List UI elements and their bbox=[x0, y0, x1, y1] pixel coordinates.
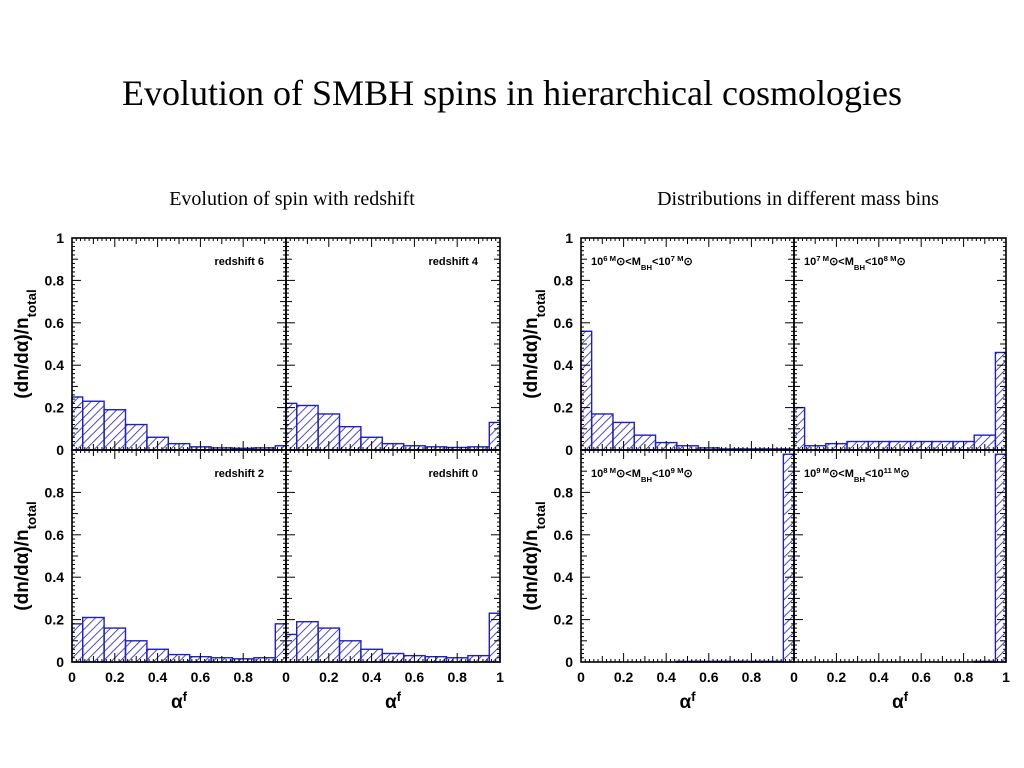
panel-ticks bbox=[793, 449, 1007, 663]
x-tick-label: 0.2 bbox=[614, 669, 634, 685]
x-axis-label: αf bbox=[679, 689, 696, 714]
x-tick-label: 0.2 bbox=[827, 669, 847, 685]
histogram-bar bbox=[81, 400, 105, 451]
y-tick-label: 0.4 bbox=[554, 357, 574, 373]
y-tick-label: 0.8 bbox=[45, 272, 65, 288]
y-tick-label: 0.2 bbox=[554, 400, 574, 416]
panel-frame bbox=[285, 449, 501, 663]
x-tick-label: 1 bbox=[1002, 669, 1010, 685]
histogram-bar bbox=[488, 612, 501, 663]
panel-right-1: 106 M⊙<MBH<107 M⊙ bbox=[580, 237, 795, 451]
y-axis-label: (dn/dα)/ntotal bbox=[12, 501, 39, 610]
panel-left-2: redshift 4 bbox=[285, 237, 501, 451]
panel-label: 109 M⊙<MBH<1011 M⊙ bbox=[804, 466, 910, 484]
y-tick-labels-left: 0 0.2 0.4 0.6 0.8 1 0 0.2 0.4 0.6 0.8 bbox=[45, 230, 65, 670]
x-tick-label: 0.4 bbox=[148, 669, 168, 685]
panel-left-1: redshift 6 bbox=[71, 237, 287, 451]
chart-right: 106 M⊙<MBH<107 M⊙ 107 M⊙<MBH<108 M⊙ 108 M⊙… bbox=[521, 230, 1010, 713]
x-tick-label: 0.2 bbox=[105, 669, 125, 685]
y-axis-label: (dn/dα)/ntotal bbox=[12, 289, 39, 398]
histogram-bar bbox=[71, 623, 84, 663]
y-tick-label: 0.8 bbox=[554, 484, 574, 500]
y-tick-label: 0.4 bbox=[45, 569, 65, 585]
x-tick-label: 0.6 bbox=[191, 669, 211, 685]
y-tick-label: 0.8 bbox=[554, 272, 574, 288]
y-tick-labels-right: 0 0.2 0.4 0.6 0.8 1 0 0.2 0.4 0.6 0.8 bbox=[554, 230, 574, 670]
x-tick-labels-left: 0 0.2 0.4 0.6 0.8 0 0.2 0.4 0.6 0.8 1 bbox=[68, 669, 504, 685]
x-axis-label: αf bbox=[171, 689, 188, 714]
y-tick-label: 0.2 bbox=[554, 612, 574, 628]
histogram-bar bbox=[285, 402, 298, 451]
x-axis-label: αf bbox=[385, 689, 402, 714]
panel-frame bbox=[793, 237, 1007, 451]
histogram-bar bbox=[296, 621, 319, 663]
x-tick-label: 0.2 bbox=[319, 669, 339, 685]
panel-right-3: 108 M⊙<MBH<109 M⊙ bbox=[580, 449, 795, 663]
x-tick-label: 0.4 bbox=[869, 669, 889, 685]
y-tick-label: 0.8 bbox=[45, 484, 65, 500]
slide-title: Evolution of SMBH spins in hierarchical … bbox=[122, 73, 902, 113]
y-axis-label: (dn/dα)/ntotal bbox=[521, 289, 548, 398]
x-tick-label: 0.8 bbox=[447, 669, 467, 685]
panel-label: redshift 0 bbox=[428, 468, 478, 480]
y-tick-label: 0.6 bbox=[45, 315, 65, 331]
y-tick-label: 0 bbox=[565, 442, 573, 458]
histogram-bar bbox=[994, 453, 1007, 663]
panel-right-4: 109 M⊙<MBH<1011 M⊙ bbox=[793, 449, 1007, 663]
x-axis-label: αf bbox=[892, 689, 909, 714]
x-tick-label: 0 bbox=[577, 669, 585, 685]
panel-label: redshift 4 bbox=[428, 256, 478, 268]
panel-label: redshift 2 bbox=[214, 468, 264, 480]
histogram-bar bbox=[274, 623, 287, 663]
panel-label: 106 M⊙<MBH<107 M⊙ bbox=[591, 254, 693, 272]
right-figure-subtitle: Distributions in different mass bins bbox=[657, 188, 939, 210]
x-tick-label: 0.8 bbox=[233, 669, 253, 685]
x-tick-label: 0.4 bbox=[656, 669, 676, 685]
panel-ticks bbox=[793, 237, 1007, 451]
panels-left: redshift 6 redshift 4 redshift 2 redshift 0 bbox=[71, 237, 501, 663]
panel-label: redshift 6 bbox=[214, 256, 264, 268]
y-tick-label: 1 bbox=[56, 230, 64, 246]
y-tick-label: 0 bbox=[56, 654, 64, 670]
panel-ticks bbox=[580, 449, 795, 663]
x-tick-label: 0 bbox=[68, 669, 76, 685]
panel-right-2: 107 M⊙<MBH<108 M⊙ bbox=[793, 237, 1007, 451]
y-tick-label: 0.6 bbox=[45, 527, 65, 543]
x-tick-label: 0 bbox=[790, 669, 798, 685]
x-tick-label: 0.6 bbox=[405, 669, 425, 685]
panel-frame bbox=[793, 449, 1007, 663]
x-tick-label: 0.8 bbox=[742, 669, 762, 685]
chart-left: redshift 6 redshift 4 redshift 2 redshift 0… bbox=[12, 230, 504, 713]
y-tick-label: 0.6 bbox=[554, 315, 574, 331]
histogram-bar bbox=[994, 351, 1007, 451]
y-tick-label: 0 bbox=[56, 442, 64, 458]
x-tick-label: 0.6 bbox=[911, 669, 931, 685]
x-tick-labels-right: 0 0.2 0.4 0.6 0.8 0 0.2 0.4 0.6 0.8 1 bbox=[577, 669, 1010, 685]
y-tick-label: 0.4 bbox=[554, 569, 574, 585]
panel-label: 107 M⊙<MBH<108 M⊙ bbox=[804, 254, 906, 272]
y-tick-label: 0.6 bbox=[554, 527, 574, 543]
y-tick-label: 0 bbox=[565, 654, 573, 670]
panel-left-3: redshift 2 bbox=[71, 449, 287, 663]
y-axis-label: (dn/dα)/ntotal bbox=[521, 501, 548, 610]
y-tick-label: 0.4 bbox=[45, 357, 65, 373]
panel-frame bbox=[580, 449, 795, 663]
panels-right: 106 M⊙<MBH<107 M⊙ 107 M⊙<MBH<108 M⊙ 108 M⊙… bbox=[580, 237, 1007, 663]
panel-label: 108 M⊙<MBH<109 M⊙ bbox=[591, 466, 693, 484]
x-tick-label: 0.8 bbox=[954, 669, 974, 685]
x-tick-label: 0.6 bbox=[699, 669, 719, 685]
panel-left-4: redshift 0 bbox=[285, 449, 501, 663]
histogram-bar bbox=[71, 396, 84, 451]
x-tick-label: 0.4 bbox=[362, 669, 382, 685]
histogram-bar bbox=[782, 453, 795, 663]
y-tick-label: 0.2 bbox=[45, 400, 65, 416]
x-tick-label: 0 bbox=[282, 669, 290, 685]
left-figure-subtitle: Evolution of spin with redshift bbox=[169, 188, 415, 210]
y-tick-label: 0.2 bbox=[45, 612, 65, 628]
histogram-bar bbox=[81, 616, 105, 663]
histogram-bar bbox=[296, 404, 319, 451]
x-tick-label: 1 bbox=[496, 669, 504, 685]
y-tick-label: 1 bbox=[565, 230, 573, 246]
